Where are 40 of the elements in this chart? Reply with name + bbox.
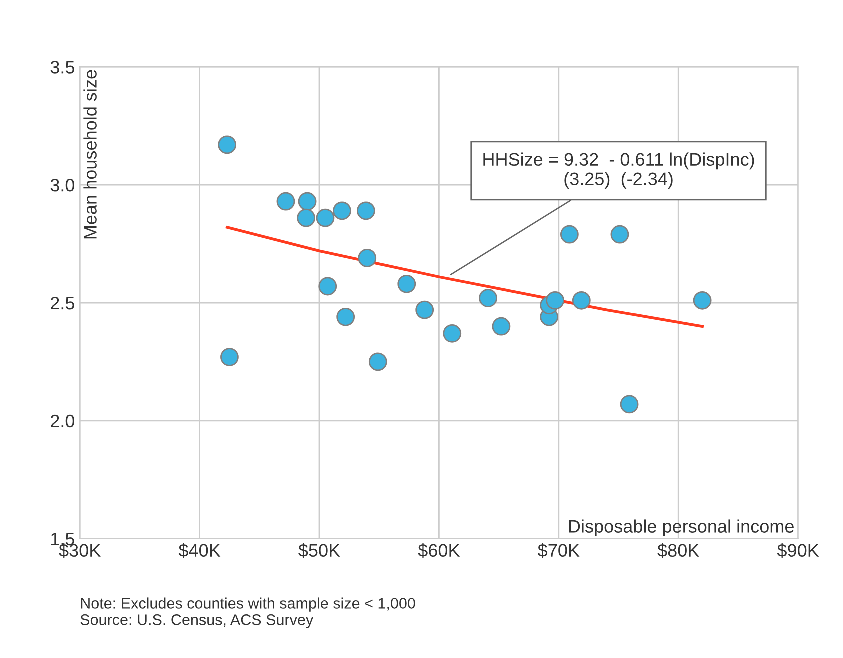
point: [398, 274, 416, 294]
point: [416, 300, 434, 320]
point: [218, 136, 237, 154]
point: [220, 348, 239, 366]
y-axis-title: Mean household size: [84, 70, 97, 239]
annotation: HHSize = 9.32 - 0.611 ln(DispInc) (3.25) (-2.34): [484, 152, 754, 190]
point: [572, 291, 591, 310]
point: [492, 317, 511, 336]
y-tick-label: 2.0: [51, 414, 75, 428]
point: [318, 277, 338, 296]
y-tick-label: 3.0: [50, 178, 75, 192]
text: Note: Excludes counties with sample size < 1,000 Source: U.S. Census, ACS Survey: [80, 598, 416, 628]
point: [316, 208, 335, 228]
point: [479, 289, 498, 308]
point: [610, 225, 630, 244]
x-tick-label: $90K: [777, 543, 820, 558]
point: [620, 395, 639, 414]
point: [358, 248, 377, 268]
x-tick-label: $60K: [418, 543, 460, 558]
point: [368, 352, 388, 372]
point: [560, 225, 579, 244]
x-tick-label: $40K: [178, 543, 221, 558]
y-tick-label: 2.5: [51, 296, 74, 310]
point: [297, 208, 316, 228]
y-tick-label: 1.5: [52, 533, 74, 546]
x-tick-label: $30K: [59, 543, 101, 558]
point: [336, 308, 356, 326]
x-axis-title: Disposable personal income: [569, 520, 794, 537]
x-tick-label: $70K: [538, 543, 580, 558]
point: [546, 291, 565, 310]
point: [276, 192, 296, 211]
y-tick-label: 3.5: [50, 61, 74, 74]
point: [298, 192, 317, 211]
x-tick-label: $50K: [298, 543, 340, 558]
x-tick-label: $80K: [658, 543, 700, 558]
point: [693, 291, 712, 310]
line-series: [226, 226, 704, 328]
point: [333, 202, 352, 220]
point: [443, 324, 462, 343]
point: [356, 202, 376, 220]
